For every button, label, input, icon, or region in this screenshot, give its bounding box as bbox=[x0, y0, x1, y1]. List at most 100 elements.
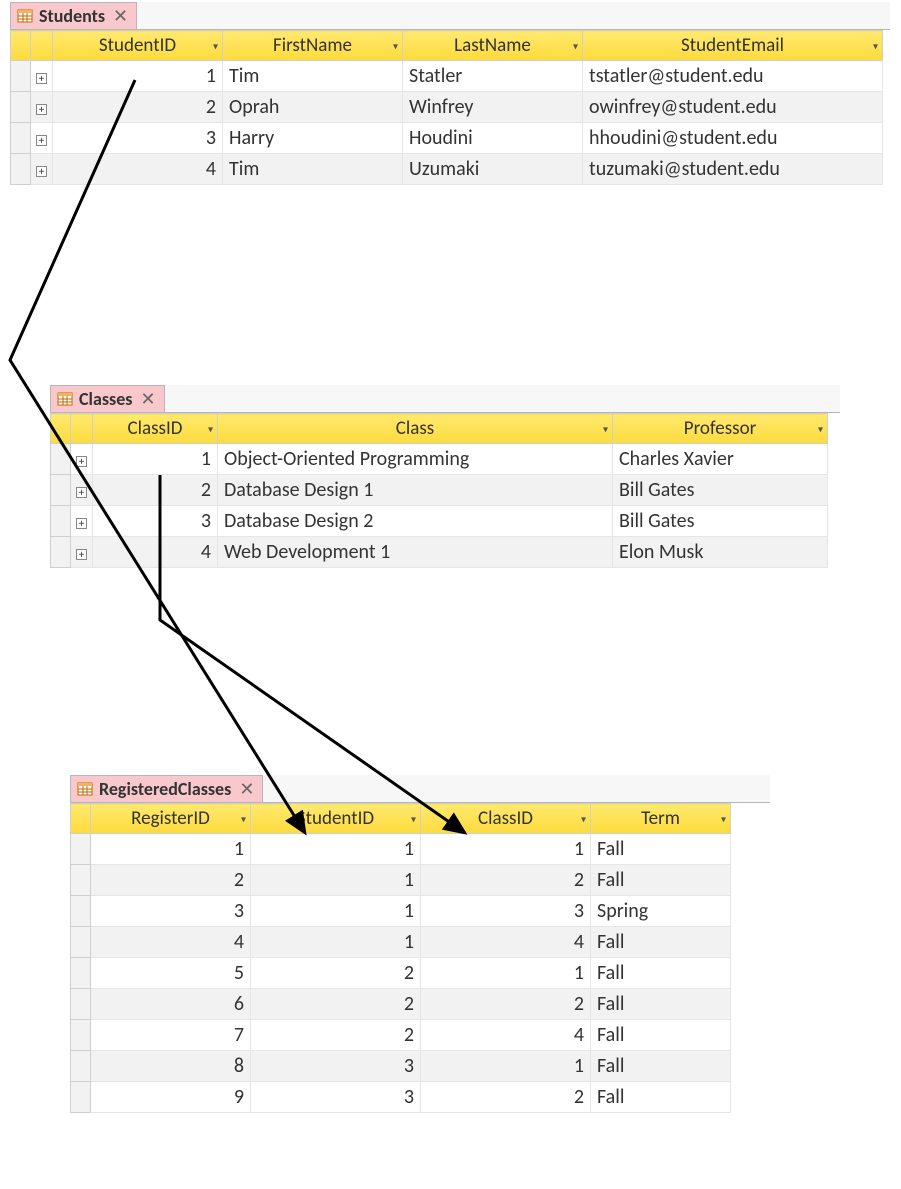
plus-icon[interactable]: + bbox=[76, 456, 87, 467]
table-row[interactable]: 932Fall bbox=[71, 1082, 731, 1113]
row-selector[interactable] bbox=[51, 444, 71, 475]
table-row[interactable]: 831Fall bbox=[71, 1051, 731, 1082]
cell[interactable]: 6 bbox=[91, 989, 251, 1020]
row-selector-header[interactable] bbox=[51, 414, 71, 444]
cell[interactable]: Tim bbox=[223, 154, 403, 185]
cell[interactable]: 2 bbox=[421, 865, 591, 896]
students-tab[interactable]: Students ✕ bbox=[10, 2, 137, 29]
cell[interactable]: 2 bbox=[93, 475, 218, 506]
cell[interactable]: Harry bbox=[223, 123, 403, 154]
table-row[interactable]: +4TimUzumakituzumaki@student.edu bbox=[11, 154, 883, 185]
cell[interactable]: 2 bbox=[91, 865, 251, 896]
cell[interactable]: 4 bbox=[91, 927, 251, 958]
cell[interactable]: Oprah bbox=[223, 92, 403, 123]
row-selector[interactable] bbox=[71, 958, 91, 989]
classes-tab[interactable]: Classes ✕ bbox=[50, 385, 165, 412]
row-selector-header[interactable] bbox=[71, 804, 91, 834]
column-header[interactable]: Professor▾ bbox=[613, 414, 828, 444]
table-row[interactable]: +3HarryHoudinihhoudini@student.edu bbox=[11, 123, 883, 154]
table-row[interactable]: 622Fall bbox=[71, 989, 731, 1020]
cell[interactable]: 3 bbox=[91, 896, 251, 927]
chevron-down-icon[interactable]: ▾ bbox=[818, 422, 823, 435]
cell[interactable]: Elon Musk bbox=[613, 537, 828, 568]
table-row[interactable]: +4Web Development 1Elon Musk bbox=[51, 537, 828, 568]
table-row[interactable]: +1Object-Oriented ProgrammingCharles Xav… bbox=[51, 444, 828, 475]
cell[interactable]: Database Design 1 bbox=[218, 475, 613, 506]
cell[interactable]: 3 bbox=[93, 506, 218, 537]
column-header[interactable]: FirstName▾ bbox=[223, 31, 403, 61]
cell[interactable]: 8 bbox=[91, 1051, 251, 1082]
row-selector[interactable] bbox=[71, 865, 91, 896]
cell[interactable]: 3 bbox=[421, 896, 591, 927]
expand-cell[interactable]: + bbox=[31, 154, 53, 185]
plus-icon[interactable]: + bbox=[76, 487, 87, 498]
cell[interactable]: 9 bbox=[91, 1082, 251, 1113]
plus-icon[interactable]: + bbox=[76, 518, 87, 529]
expand-cell[interactable]: + bbox=[31, 92, 53, 123]
close-icon[interactable]: ✕ bbox=[113, 5, 128, 27]
cell[interactable]: 1 bbox=[93, 444, 218, 475]
chevron-down-icon[interactable]: ▾ bbox=[573, 39, 578, 52]
cell[interactable]: Tim bbox=[223, 61, 403, 92]
chevron-down-icon[interactable]: ▾ bbox=[603, 422, 608, 435]
column-header[interactable]: Class▾ bbox=[218, 414, 613, 444]
row-selector[interactable] bbox=[71, 1082, 91, 1113]
table-row[interactable]: +3Database Design 2Bill Gates bbox=[51, 506, 828, 537]
cell[interactable]: 3 bbox=[251, 1051, 421, 1082]
cell[interactable]: 1 bbox=[251, 865, 421, 896]
cell[interactable]: Web Development 1 bbox=[218, 537, 613, 568]
cell[interactable]: Database Design 2 bbox=[218, 506, 613, 537]
cell[interactable]: Winfrey bbox=[403, 92, 583, 123]
expand-cell[interactable]: + bbox=[31, 61, 53, 92]
row-selector[interactable] bbox=[71, 896, 91, 927]
cell[interactable]: Statler bbox=[403, 61, 583, 92]
cell[interactable]: Fall bbox=[591, 1051, 731, 1082]
table-row[interactable]: 212Fall bbox=[71, 865, 731, 896]
row-selector[interactable] bbox=[11, 92, 31, 123]
expand-cell[interactable]: + bbox=[71, 537, 93, 568]
cell[interactable]: 4 bbox=[421, 1020, 591, 1051]
row-selector-header[interactable] bbox=[11, 31, 31, 61]
cell[interactable]: tstatler@student.edu bbox=[583, 61, 883, 92]
cell[interactable]: 2 bbox=[251, 1020, 421, 1051]
chevron-down-icon[interactable]: ▾ bbox=[581, 812, 586, 825]
chevron-down-icon[interactable]: ▾ bbox=[241, 812, 246, 825]
cell[interactable]: owinfrey@student.edu bbox=[583, 92, 883, 123]
cell[interactable]: Charles Xavier bbox=[613, 444, 828, 475]
cell[interactable]: 1 bbox=[421, 834, 591, 865]
plus-icon[interactable]: + bbox=[36, 135, 47, 146]
cell[interactable]: 2 bbox=[251, 958, 421, 989]
cell[interactable]: 3 bbox=[251, 1082, 421, 1113]
plus-icon[interactable]: + bbox=[36, 104, 47, 115]
cell[interactable]: Bill Gates bbox=[613, 506, 828, 537]
column-header[interactable]: ClassID▾ bbox=[421, 804, 591, 834]
cell[interactable]: hhoudini@student.edu bbox=[583, 123, 883, 154]
cell[interactable]: Fall bbox=[591, 989, 731, 1020]
chevron-down-icon[interactable]: ▾ bbox=[208, 422, 213, 435]
chevron-down-icon[interactable]: ▾ bbox=[411, 812, 416, 825]
row-selector[interactable] bbox=[11, 61, 31, 92]
row-selector[interactable] bbox=[51, 537, 71, 568]
cell[interactable]: 1 bbox=[421, 958, 591, 989]
cell[interactable]: 7 bbox=[91, 1020, 251, 1051]
row-selector[interactable] bbox=[11, 123, 31, 154]
expand-cell[interactable]: + bbox=[71, 506, 93, 537]
row-selector[interactable] bbox=[71, 927, 91, 958]
row-selector[interactable] bbox=[71, 834, 91, 865]
cell[interactable]: 2 bbox=[421, 1082, 591, 1113]
chevron-down-icon[interactable]: ▾ bbox=[213, 39, 218, 52]
cell[interactable]: 1 bbox=[251, 896, 421, 927]
cell[interactable]: Houdini bbox=[403, 123, 583, 154]
cell[interactable]: Uzumaki bbox=[403, 154, 583, 185]
expand-cell[interactable]: + bbox=[71, 444, 93, 475]
row-selector[interactable] bbox=[71, 1020, 91, 1051]
cell[interactable]: 2 bbox=[421, 989, 591, 1020]
column-header[interactable]: LastName▾ bbox=[403, 31, 583, 61]
cell[interactable]: 1 bbox=[53, 61, 223, 92]
registered-tab[interactable]: RegisteredClasses ✕ bbox=[70, 775, 263, 802]
chevron-down-icon[interactable]: ▾ bbox=[873, 39, 878, 52]
cell[interactable]: Fall bbox=[591, 958, 731, 989]
table-row[interactable]: 111Fall bbox=[71, 834, 731, 865]
cell[interactable]: 4 bbox=[421, 927, 591, 958]
cell[interactable]: 1 bbox=[251, 834, 421, 865]
